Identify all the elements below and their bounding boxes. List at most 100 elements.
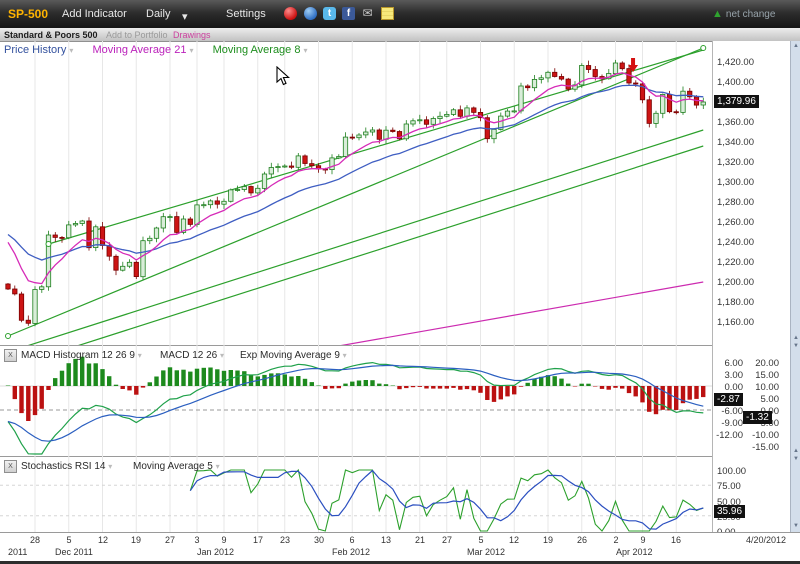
month-label: Apr 2012: [616, 547, 653, 557]
macd-chart-canvas[interactable]: [0, 345, 712, 456]
panel-resize-up-icon[interactable]: ▲: [793, 448, 799, 454]
legend-moving-average-5[interactable]: Moving Average 5 ▾: [133, 461, 220, 472]
refresh-icon[interactable]: [304, 7, 317, 20]
price-tick-label: 1,300.00: [717, 177, 754, 188]
menu-settings[interactable]: Settings: [226, 8, 266, 20]
mouse-cursor: [276, 66, 291, 86]
trendline-handle: [700, 45, 707, 51]
macd-line-tick-label: -10.00: [752, 430, 779, 441]
twitter-icon[interactable]: t: [323, 7, 336, 20]
price-tick-label: 1,180.00: [717, 297, 754, 308]
date-tick-label: 5: [66, 535, 72, 545]
date-tick-label: 19: [542, 535, 553, 545]
dropdown-caret-icon: ▾: [182, 11, 188, 23]
mail-icon[interactable]: ✉: [362, 6, 373, 20]
price-chart-legend: Price History ▾ Moving Average 21 ▾ Movi…: [4, 44, 324, 56]
price-tick-label: 1,320.00: [717, 157, 754, 168]
legend-macd-histogram[interactable]: MACD Histogram 12 26 9 ▾: [21, 350, 142, 361]
note-icon[interactable]: [381, 7, 394, 20]
panel-divider: [0, 345, 790, 346]
price-tick-label: 1,220.00: [717, 257, 754, 268]
macd-hist-tick-label: -6.00: [721, 406, 743, 417]
net-change-label: net change: [725, 9, 776, 20]
date-tick-label: 16: [670, 535, 681, 545]
stochastics-chart-canvas[interactable]: [0, 456, 712, 532]
date-tick-label: 17: [252, 535, 263, 545]
price-tick-label: 1,360.00: [717, 117, 754, 128]
drawings-link[interactable]: Drawings: [173, 30, 211, 40]
trendline-drawings[interactable]: [7, 47, 704, 345]
facebook-icon[interactable]: f: [342, 7, 355, 20]
top-toolbar: SP-500 Add Indicator Daily ▾ Settings t …: [0, 0, 800, 28]
macd-hist-tick-label: 3.00: [724, 370, 744, 381]
close-stochastics-button[interactable]: X: [4, 460, 17, 473]
moving-average-8-line: [7, 72, 704, 285]
stochastics-rsi-line: [189, 468, 704, 532]
panel-divider: [0, 532, 800, 533]
legend-price-history[interactable]: Price History ▾: [4, 44, 74, 56]
menu-timeframe[interactable]: Daily: [146, 8, 171, 20]
legend-moving-average-21[interactable]: Moving Average 21 ▾: [92, 44, 194, 56]
date-tick-label: 6: [349, 535, 355, 545]
date-tick-label: 13: [380, 535, 391, 545]
scroll-down-icon[interactable]: ▼: [793, 523, 799, 529]
macd-hist-tick-label: 0.00: [724, 382, 744, 393]
window-edge: [0, 561, 800, 564]
symbol-label[interactable]: SP-500: [8, 7, 49, 21]
panel-resize-down-icon[interactable]: ▼: [793, 343, 799, 349]
stochastics-value-badge: 35.96: [714, 505, 746, 518]
price-axis[interactable]: 1,420.001,400.001,380.001,360.001,340.00…: [712, 41, 791, 538]
add-to-portfolio-link[interactable]: Add to Portfolio: [106, 30, 168, 40]
date-tick-label: 27: [441, 535, 452, 545]
stoch-tick-label: 50.00: [717, 497, 741, 508]
end-date-label: 4/20/2012: [745, 535, 786, 545]
legend-stochastics-rsi[interactable]: Stochastics RSI 14 ▾: [21, 461, 113, 472]
symbol-subheader: Standard & Poors 500 Add to Portfolio Dr…: [0, 28, 800, 42]
stoch-tick-label: 75.00: [717, 481, 741, 492]
macd-line-tick-label: 10.00: [755, 382, 779, 393]
date-tick-label: 3: [194, 535, 200, 545]
date-tick-label: 9: [221, 535, 227, 545]
gridlines: [34, 345, 677, 456]
stochastics-ma-line: [189, 469, 704, 530]
price-chart-canvas[interactable]: [0, 41, 712, 345]
legend-exp-moving-average[interactable]: Exp Moving Average 9 ▾: [240, 350, 347, 361]
moving-average-21-line: [7, 84, 704, 261]
dropdown-caret-icon: ▾: [69, 46, 74, 55]
record-icon[interactable]: [284, 7, 297, 20]
price-tick-label: 1,340.00: [717, 137, 754, 148]
date-tick-label: 5: [478, 535, 484, 545]
date-tick-label: 2: [613, 535, 619, 545]
date-tick-label: 28: [29, 535, 40, 545]
stoch-tick-label: 100.00: [717, 466, 747, 477]
menu-add-indicator[interactable]: Add Indicator: [62, 8, 127, 20]
macd-histogram-bars: [5, 356, 706, 421]
macd-line-tick-label: -15.00: [752, 442, 779, 453]
dropdown-caret-icon: ▾: [108, 462, 113, 471]
date-tick-label: 26: [576, 535, 587, 545]
panel-resize-up-icon[interactable]: ▲: [793, 335, 799, 341]
macd-signal-line: [7, 364, 704, 442]
scrollbar[interactable]: ▲ ▲ ▼ ▲ ▼ ▼: [790, 41, 800, 532]
scroll-up-icon[interactable]: ▲: [793, 43, 799, 49]
date-tick-label: 9: [640, 535, 646, 545]
price-tick-label: 1,200.00: [717, 277, 754, 288]
macd-line-value-badge: -1.32: [743, 411, 772, 424]
legend-macd[interactable]: MACD 12 26 ▾: [160, 350, 225, 361]
panel-resize-down-icon[interactable]: ▼: [793, 456, 799, 462]
macd-line-tick-label: 20.00: [755, 358, 779, 369]
date-tick-label: 19: [130, 535, 141, 545]
up-arrow-icon: ▲: [712, 8, 723, 20]
price-tick-label: 1,280.00: [717, 197, 754, 208]
date-tick-label: 12: [508, 535, 519, 545]
month-label: Jan 2012: [197, 547, 235, 557]
macd-line-tick-label: 15.00: [755, 370, 779, 381]
time-axis: 4/20/2012 28 5 12 19 27 3 9 17 23 30 6 13 21 27 5 12 19 2…: [0, 532, 800, 561]
gridlines: [34, 456, 677, 532]
close-macd-button[interactable]: X: [4, 349, 17, 362]
dropdown-caret-icon: ▾: [215, 462, 220, 471]
month-label: Feb 2012: [332, 547, 371, 557]
legend-moving-average-8[interactable]: Moving Average 8 ▾: [212, 44, 308, 56]
net-change-indicator: ▲ net change: [712, 8, 775, 20]
